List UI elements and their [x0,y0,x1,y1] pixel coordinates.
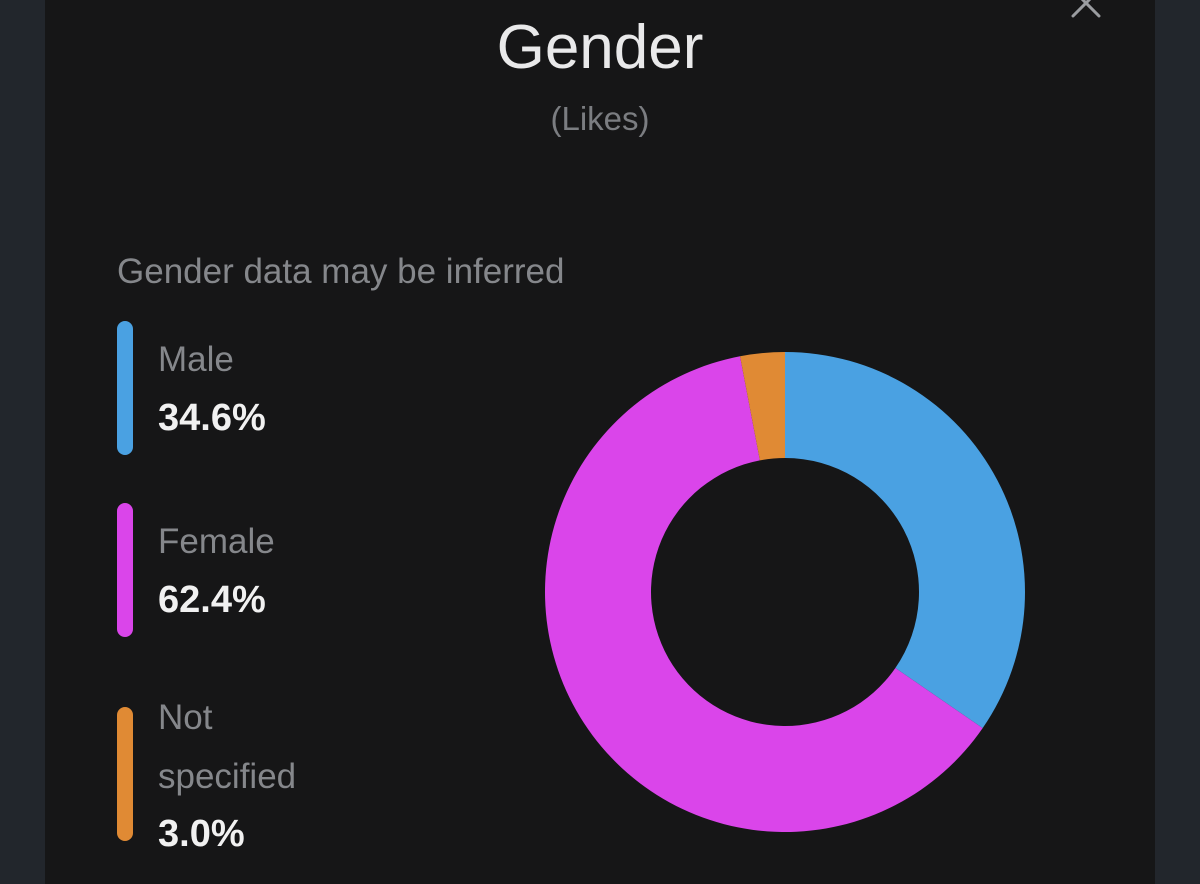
close-icon [1071,0,1101,18]
donut-slice-female [545,356,983,832]
modal-subtitle: (Likes) [550,100,650,137]
legend-value-male: 34.6% [158,397,266,439]
legend-value-not-specified: 3.0% [158,813,245,855]
legend-value-female: 62.4% [158,579,266,621]
legend-label-not-specified: Not specified [158,698,297,796]
legend-label-male: Male [158,340,234,379]
modal-title: Gender [496,13,704,82]
gender-donut-chart [545,352,1025,832]
gender-modal: Gender (Likes) Gender data may be inferr… [45,0,1155,884]
donut-slice-not-specified [740,352,785,461]
legend-swatch-female [117,503,133,637]
inferred-note: Gender data may be inferred [117,252,565,291]
legend-label-female: Female [158,522,275,561]
donut-slice-male [785,352,1025,729]
legend-swatch-male [117,321,133,455]
legend-swatch-not-specified [117,707,133,841]
close-button[interactable] [1069,0,1103,20]
